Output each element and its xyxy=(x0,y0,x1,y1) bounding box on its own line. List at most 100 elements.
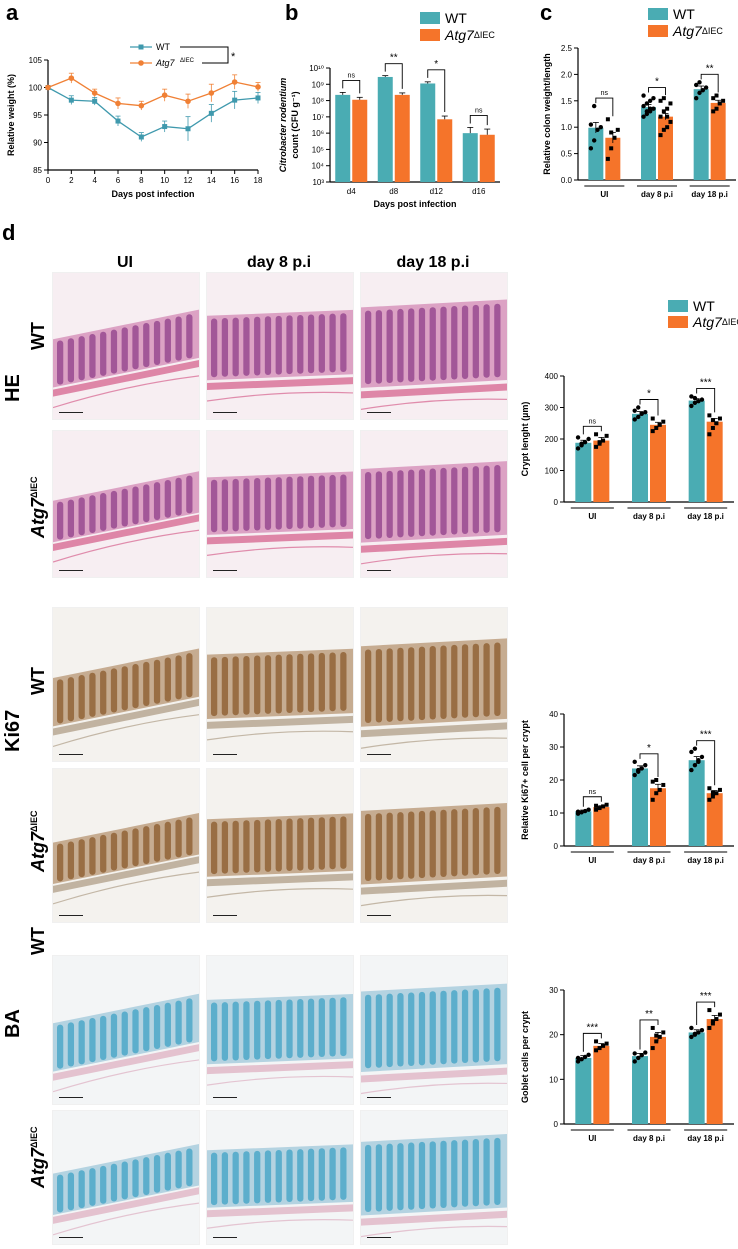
data-point xyxy=(579,441,584,446)
y-tick-label: 0.0 xyxy=(561,176,573,185)
significance-mark: *** xyxy=(700,730,712,741)
data-point xyxy=(68,75,75,81)
crypt xyxy=(418,1141,426,1210)
crypt xyxy=(297,1149,304,1202)
data-point xyxy=(575,809,581,814)
y-tick-label: 100 xyxy=(29,84,43,93)
data-point xyxy=(92,98,98,104)
bar xyxy=(593,807,610,846)
x-tick-label: day 8 p.i xyxy=(633,512,665,521)
crypt xyxy=(78,1170,85,1209)
crypt xyxy=(397,1143,404,1211)
histology-tile xyxy=(206,430,354,578)
crypt xyxy=(451,467,458,535)
crypt xyxy=(297,818,304,871)
crypt xyxy=(211,821,218,875)
crypt xyxy=(494,1137,501,1206)
crypt xyxy=(483,643,490,717)
crypt xyxy=(397,470,404,538)
y-tick-label: 300 xyxy=(545,404,559,413)
data-point xyxy=(594,444,599,449)
data-point xyxy=(697,80,702,85)
x-tick-label: UI xyxy=(588,512,596,521)
data-point xyxy=(651,106,656,111)
crypt xyxy=(254,655,261,715)
legend-swatch-wt xyxy=(668,300,688,312)
muscularis-band xyxy=(207,531,353,545)
tissue-section xyxy=(207,648,353,741)
genotype-label-atg7: Atg7ΔIEC xyxy=(28,477,49,538)
tissue-section xyxy=(207,813,353,898)
tissue-section xyxy=(207,471,353,556)
bar xyxy=(352,99,368,182)
data-point xyxy=(710,425,715,430)
crypt xyxy=(186,653,193,698)
crypt xyxy=(340,1147,347,1200)
significance-mark: ** xyxy=(390,53,398,64)
crypt xyxy=(451,1140,458,1208)
crypt xyxy=(121,666,128,711)
crypt xyxy=(175,655,182,700)
crypt xyxy=(397,308,404,383)
data-point xyxy=(138,102,145,109)
crypt xyxy=(451,990,458,1064)
crypt xyxy=(143,323,150,368)
x-tick-label: 0 xyxy=(46,176,51,185)
crypt xyxy=(254,819,261,873)
chart-c-colon: 0.0 0.5 1.0 1.5 2.0 2.5 UI ns day 8 p.i * day 18 p… xyxy=(542,44,736,199)
legend-c-wt: WT xyxy=(648,6,695,22)
crypt xyxy=(307,998,315,1058)
data-point xyxy=(612,135,617,140)
data-point xyxy=(689,403,694,409)
submucosa-line xyxy=(53,1202,199,1236)
bar xyxy=(650,1036,666,1124)
legend-label: Atg7 xyxy=(693,314,722,330)
crypt xyxy=(153,1004,161,1050)
data-point xyxy=(609,146,614,151)
data-point xyxy=(68,97,74,103)
crypt xyxy=(329,313,336,373)
muscularis-band xyxy=(207,377,353,390)
histology-tile xyxy=(52,955,200,1105)
data-point xyxy=(643,762,648,768)
legend-marker-atg7 xyxy=(138,60,144,66)
data-point xyxy=(707,432,712,437)
crypt xyxy=(110,1163,118,1202)
y-tick-label: 10 xyxy=(549,1075,558,1084)
crypt xyxy=(275,999,282,1059)
crypt xyxy=(57,843,64,882)
data-point xyxy=(694,82,699,88)
significance-bracket xyxy=(582,1032,602,1052)
genotype-text: WT xyxy=(28,322,48,350)
bar xyxy=(650,424,666,502)
muscularis-band xyxy=(207,1061,353,1075)
data-point xyxy=(694,95,699,101)
tissue-section xyxy=(53,648,199,748)
data-point xyxy=(665,114,670,119)
x-tick-label: day 18 p.i xyxy=(687,1134,723,1143)
crypt xyxy=(307,817,315,871)
data-point xyxy=(707,1025,712,1030)
muscularis-band xyxy=(361,1067,507,1083)
column-header-day18: day 18 p.i xyxy=(396,254,470,271)
muscularis-band xyxy=(207,1204,353,1218)
data-point xyxy=(696,759,701,765)
crypt xyxy=(297,476,304,529)
data-point xyxy=(582,439,588,445)
crypt xyxy=(365,1144,372,1213)
significance-bracket xyxy=(582,425,602,435)
genotype-text: Atg7 xyxy=(28,832,48,872)
submucosa-line xyxy=(207,1075,353,1086)
legend-label: WT xyxy=(693,298,715,314)
crypt xyxy=(440,990,447,1065)
data-point xyxy=(632,759,637,765)
crypt xyxy=(100,331,107,376)
genotype-label-wt: WT xyxy=(28,322,49,350)
muscularis-band xyxy=(207,715,353,729)
bar xyxy=(706,1019,723,1124)
crypt xyxy=(132,325,139,370)
crypt xyxy=(418,810,426,879)
data-point xyxy=(636,405,641,410)
y-tick-label: 30 xyxy=(549,986,558,995)
tissue-section xyxy=(53,1144,199,1236)
